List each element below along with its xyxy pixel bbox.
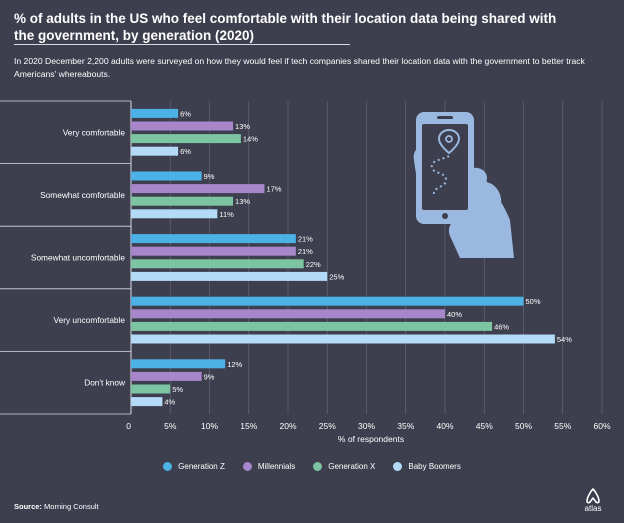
x-tick-label: 60% <box>593 421 610 431</box>
x-tick-label: 20% <box>279 421 296 431</box>
chart-title: % of adults in the US who feel comfortab… <box>14 11 557 43</box>
legend-swatch <box>393 462 403 471</box>
data-label: 21% <box>298 235 313 244</box>
bar <box>131 246 296 256</box>
x-tick-label: 55% <box>554 421 571 431</box>
data-label: 6% <box>180 147 191 156</box>
category-label: Somewhat comfortable <box>40 190 125 200</box>
data-label: 50% <box>526 297 541 306</box>
legend-label: Generation X <box>328 462 376 471</box>
x-tick-label: 30% <box>358 421 375 431</box>
data-label: 13% <box>235 122 250 131</box>
x-axis-label: % of respondents <box>338 434 404 444</box>
title-underline <box>14 44 350 45</box>
chart-subtitle: In 2020 December 2,200 adults were surve… <box>14 56 585 79</box>
category-label: Very uncomfortable <box>54 315 126 325</box>
data-label: 9% <box>204 372 215 381</box>
source-label: Source: <box>14 502 42 511</box>
data-label: 11% <box>219 210 234 219</box>
category-label: Somewhat uncomfortable <box>31 253 125 263</box>
category-label: Don't know <box>84 378 126 388</box>
legend-label: Millennials <box>257 462 296 471</box>
x-tick-label: 10% <box>201 421 218 431</box>
brand-name: atlas <box>584 504 602 513</box>
data-label: 46% <box>494 322 509 331</box>
data-label: 21% <box>298 247 313 256</box>
atlas-brand: atlas <box>578 488 608 513</box>
data-label: 22% <box>306 260 321 269</box>
bar <box>131 209 218 219</box>
data-label: 12% <box>227 360 242 369</box>
bar <box>131 296 524 306</box>
bar <box>131 146 179 156</box>
bar <box>131 184 265 194</box>
atlas-logo-icon <box>586 488 600 504</box>
bar <box>131 371 202 381</box>
data-label: 5% <box>172 385 183 394</box>
data-label: 14% <box>243 135 258 144</box>
data-label: 54% <box>557 335 572 344</box>
bar <box>131 171 202 181</box>
category-labels: Very comfortable Somewhat comfortable Some… <box>31 127 126 387</box>
bar <box>131 108 179 118</box>
legend-label: Generation Z <box>178 462 225 471</box>
legend-item: Baby Boomers <box>393 462 461 471</box>
x-tick-label: 35% <box>397 421 414 431</box>
category-separators <box>0 100 131 415</box>
bar <box>131 334 555 344</box>
source-note: Source: Morning Consult <box>14 502 99 511</box>
x-axis-ticks: 0 5% 10% 15% 20% 25% 30% 35% 40% 45% 50% 55% 60% <box>126 421 611 431</box>
x-tick-label: 0 <box>126 421 131 431</box>
data-label: 17% <box>266 185 281 194</box>
bar <box>131 384 171 394</box>
x-tick-label: 50% <box>515 421 532 431</box>
data-label: 40% <box>447 310 462 319</box>
chart-legend: Generation Z Millennials Generation X Baby … <box>0 462 624 471</box>
bar <box>131 234 296 244</box>
bar <box>131 121 234 131</box>
bar <box>131 309 445 319</box>
legend-swatch <box>163 462 173 471</box>
hand-holding-phone-location-icon <box>413 112 514 258</box>
x-tick-label: 5% <box>164 421 177 431</box>
bar <box>131 321 493 331</box>
legend-label: Baby Boomers <box>408 462 461 471</box>
legend-swatch <box>313 462 323 471</box>
bar <box>131 359 226 369</box>
source-value: Morning Consult <box>44 502 99 511</box>
data-label: 13% <box>235 197 250 206</box>
legend-item: Generation X <box>313 462 375 471</box>
legend-item: Generation Z <box>163 462 225 471</box>
x-tick-label: 40% <box>436 421 453 431</box>
x-tick-label: 15% <box>240 421 257 431</box>
bars: 6%13%14%6%9%17%13%11%21%21%22%25%50%40%4… <box>131 108 572 407</box>
bar <box>131 271 328 281</box>
bar <box>131 134 241 144</box>
data-label: 6% <box>180 109 191 118</box>
legend-item: Millennials <box>242 462 296 471</box>
category-label: Very comfortable <box>63 127 126 137</box>
bar <box>131 196 234 206</box>
data-label: 9% <box>204 172 215 181</box>
bar <box>131 397 163 407</box>
legend-swatch <box>242 462 252 471</box>
x-tick-label: 25% <box>319 421 336 431</box>
data-label: 4% <box>164 398 175 407</box>
bar <box>131 259 304 269</box>
x-tick-label: 45% <box>476 421 493 431</box>
data-label: 25% <box>329 272 344 281</box>
